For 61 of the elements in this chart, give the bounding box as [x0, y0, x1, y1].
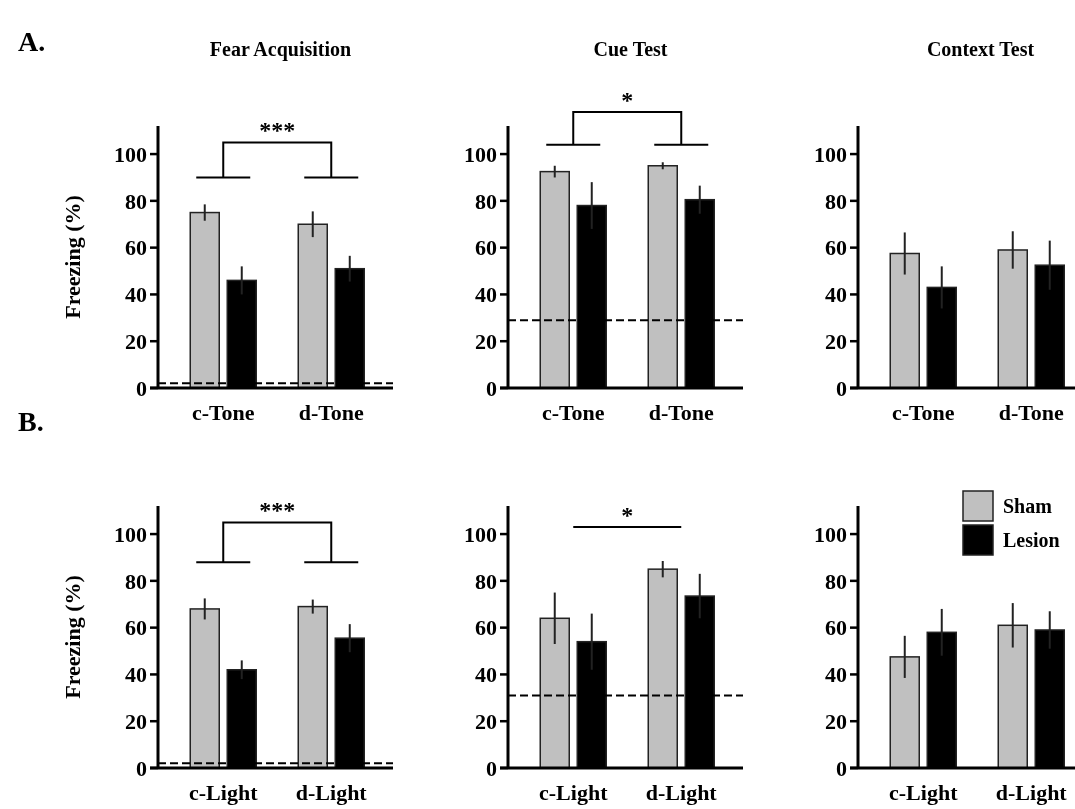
y-tick-label: 60	[125, 235, 147, 261]
x-tick-label: d-Light	[295, 780, 368, 805]
y-tick-label: 60	[475, 235, 497, 261]
y-tick-label: 0	[136, 755, 147, 781]
x-tick-label: c-Tone	[541, 400, 605, 425]
y-tick-label: 20	[825, 328, 847, 354]
y-tick-label: 0	[136, 375, 147, 401]
x-tick-label: c-Light	[189, 780, 259, 805]
y-tick-label: 60	[125, 615, 147, 641]
y-tick-label: 80	[475, 188, 497, 214]
y-tick-label: 80	[125, 568, 147, 594]
y-tick-label: 80	[825, 568, 847, 594]
legend-label: Lesion	[1003, 529, 1060, 551]
y-tick-label: 100	[114, 521, 147, 547]
y-tick-label: 60	[825, 235, 847, 261]
annotation: ***	[259, 117, 296, 144]
y-tick-label: 100	[814, 521, 847, 547]
y-tick-label: 100	[464, 141, 497, 167]
chart-title: Fear Acquisition	[209, 38, 352, 61]
y-tick-label: 20	[125, 328, 147, 354]
y-tick-label: 60	[825, 615, 847, 641]
y-tick-label: 40	[475, 282, 497, 308]
x-tick-label: c-Light	[539, 780, 609, 805]
y-tick-label: 80	[825, 188, 847, 214]
y-tick-label: 0	[836, 755, 847, 781]
x-tick-label: d-Light	[645, 780, 718, 805]
chart-title: Cue Test	[593, 38, 668, 60]
y-axis-title: Freezing (%)	[60, 575, 85, 699]
y-tick-label: 100	[814, 141, 847, 167]
legend-label: Sham	[1003, 495, 1053, 517]
text: B.	[18, 406, 44, 437]
y-tick-label: 40	[125, 662, 147, 688]
annotation: ***	[259, 497, 296, 524]
y-tick-label: 0	[486, 755, 497, 781]
y-tick-label: 60	[475, 615, 497, 641]
x-tick-label: c-Tone	[891, 400, 955, 425]
y-tick-label: 20	[475, 708, 497, 734]
y-tick-label: 80	[475, 568, 497, 594]
y-tick-label: 40	[825, 282, 847, 308]
y-tick-label: 20	[125, 708, 147, 734]
x-tick-label: d-Light	[995, 780, 1068, 805]
y-tick-label: 40	[475, 662, 497, 688]
y-tick-label: 20	[825, 708, 847, 734]
y-tick-label: 100	[464, 521, 497, 547]
text: A.	[18, 26, 46, 57]
y-tick-label: 0	[836, 375, 847, 401]
chart-title: Context Test	[926, 38, 1035, 60]
x-tick-label: d-Tone	[998, 400, 1065, 425]
y-tick-label: 40	[825, 662, 847, 688]
x-tick-label: d-Tone	[298, 400, 365, 425]
annotation: *	[621, 502, 634, 529]
text: *	[621, 86, 634, 113]
x-tick-label: c-Tone	[191, 400, 255, 425]
y-tick-label: 0	[486, 375, 497, 401]
x-tick-label: c-Light	[889, 780, 959, 805]
x-tick-label: d-Tone	[648, 400, 715, 425]
y-tick-label: 100	[114, 141, 147, 167]
y-tick-label: 80	[125, 188, 147, 214]
y-axis-title: Freezing (%)	[60, 195, 85, 319]
y-tick-label: 40	[125, 282, 147, 308]
y-tick-label: 20	[475, 328, 497, 354]
